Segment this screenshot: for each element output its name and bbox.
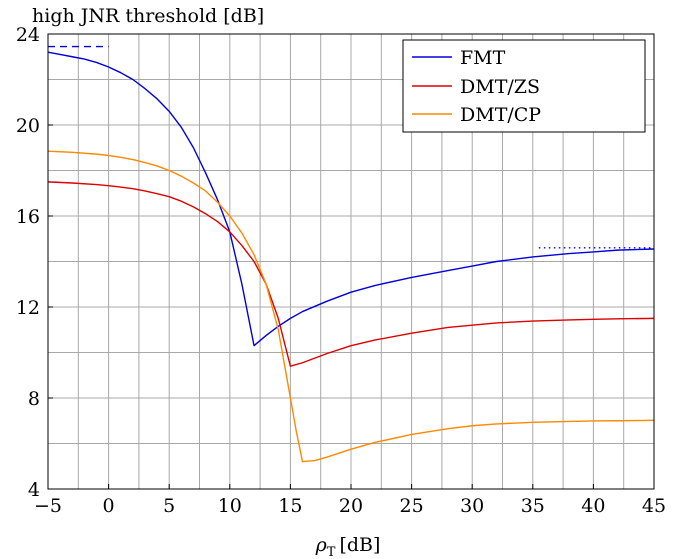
x-tick-label: 25 <box>400 495 424 517</box>
x-axis-subscript: T <box>327 545 336 559</box>
y-tick-label: 4 <box>28 479 40 501</box>
x-tick-label: 5 <box>163 495 175 517</box>
x-tick-label: 35 <box>521 495 545 517</box>
series-lines <box>47 51 655 463</box>
x-tick-label: 0 <box>103 495 115 517</box>
legend-label-fmt: FMT <box>460 47 506 69</box>
x-tick-label: 10 <box>218 495 242 517</box>
x-tick-label: 30 <box>460 495 484 517</box>
x-axis-unit: [dB] <box>339 534 380 556</box>
x-tick-label: 15 <box>278 495 302 517</box>
y-tick-label: 16 <box>16 206 40 228</box>
legend-label-dmt-zs: DMT/ZS <box>460 76 540 98</box>
series-line-dmt-cp <box>47 150 655 463</box>
x-tick-label: 20 <box>339 495 363 517</box>
reference-lines <box>48 45 654 249</box>
tick-labels: −5 0 5 10 15 20 25 30 35 40 45 4 8 12 16 20 24 <box>16 24 666 517</box>
series-line-fmt <box>47 51 655 347</box>
y-axis-title: high JNR threshold [dB] <box>32 5 264 27</box>
x-tick-label: −5 <box>34 495 62 517</box>
series-line-dmt-zs <box>47 181 655 367</box>
y-tick-label: 8 <box>28 388 40 410</box>
x-tick-label: 45 <box>642 495 666 517</box>
x-tick-label: 40 <box>581 495 605 517</box>
y-tick-label: 12 <box>16 297 40 319</box>
legend-label-dmt-cp: DMT/CP <box>460 104 541 126</box>
legend: FMT DMT/ZS DMT/CP <box>402 39 646 133</box>
y-tick-label: 24 <box>16 24 40 46</box>
y-tick-label: 20 <box>16 115 40 137</box>
x-axis-symbol: ρ <box>315 534 328 556</box>
x-axis-title: ρT [dB] <box>315 534 381 559</box>
